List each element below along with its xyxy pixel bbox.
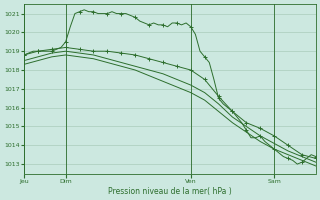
X-axis label: Pression niveau de la mer( hPa ): Pression niveau de la mer( hPa ) — [108, 187, 232, 196]
